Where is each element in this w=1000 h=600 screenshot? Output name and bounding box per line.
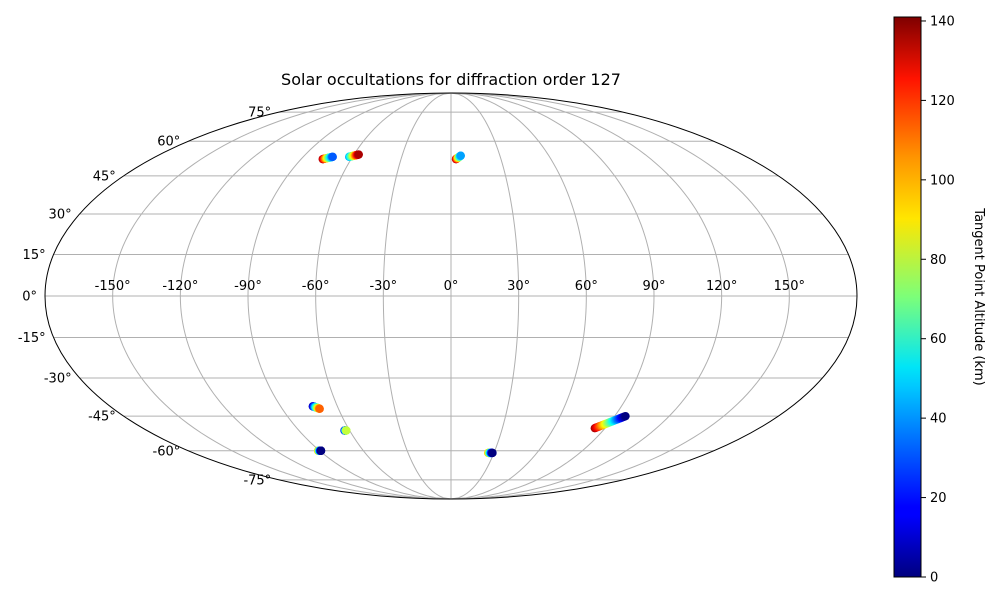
occultation-point bbox=[315, 404, 324, 413]
latitude-tick-label: -60° bbox=[153, 444, 181, 459]
longitude-gridline bbox=[382, 93, 452, 499]
latitude-tick-label: 60° bbox=[157, 135, 180, 150]
colorbar: 0 20 40 60 80 100 120 140 Tangent Point Altitud… bbox=[893, 14, 986, 586]
longitude-tick-label: 0° bbox=[444, 279, 459, 294]
latitude-tick-label: 0° bbox=[22, 290, 37, 305]
occultation-point bbox=[342, 426, 351, 435]
longitude-tick-label: -120° bbox=[162, 279, 198, 294]
latitude-tick-label: -30° bbox=[44, 372, 72, 387]
occultation-point bbox=[488, 448, 497, 458]
chart-title: Solar occultations for diffraction order… bbox=[281, 70, 621, 89]
colorbar-tick-label: 60 bbox=[930, 332, 947, 347]
latitude-tick-labels: 75° 60° 45° 30° 15° 0° -15° -30° -45° -60° -75° bbox=[18, 106, 271, 489]
longitude-gridline bbox=[112, 93, 452, 499]
occultation-track bbox=[308, 402, 324, 413]
longitude-tick-label: -150° bbox=[95, 279, 131, 294]
occultation-track bbox=[344, 150, 363, 162]
longitude-gridline bbox=[450, 93, 790, 499]
colorbar-tick-label: 80 bbox=[930, 253, 947, 268]
colorbar-tick-label: 40 bbox=[930, 412, 947, 427]
longitude-tick-label: -60° bbox=[302, 279, 330, 294]
latitude-tick-label: 45° bbox=[93, 169, 116, 184]
occultation-point bbox=[354, 150, 363, 159]
occultation-track bbox=[313, 446, 326, 455]
latitude-tick-label: -15° bbox=[18, 331, 46, 346]
longitude-gridline bbox=[179, 93, 452, 499]
occultation-track bbox=[451, 151, 465, 164]
occultation-point bbox=[621, 411, 630, 421]
longitude-tick-label: 60° bbox=[575, 279, 598, 294]
longitude-gridline bbox=[450, 93, 655, 499]
colorbar-gradient bbox=[893, 16, 922, 578]
longitude-tick-label: 120° bbox=[706, 279, 737, 294]
occultation-point bbox=[328, 152, 337, 162]
longitude-tick-label: -90° bbox=[234, 279, 262, 294]
latitude-tick-label: -75° bbox=[243, 473, 271, 488]
longitude-gridline bbox=[450, 93, 723, 499]
occultation-point bbox=[316, 446, 326, 455]
occultation-track bbox=[484, 448, 497, 458]
occultation-track bbox=[318, 152, 337, 164]
colorbar-tick-label: 20 bbox=[930, 491, 947, 506]
latitude-tick-label: 30° bbox=[49, 207, 72, 222]
longitude-tick-label: 150° bbox=[774, 279, 805, 294]
longitude-tick-label: 90° bbox=[642, 279, 665, 294]
longitude-tick-labels: -150° -120° -90° -60° -30° 0° 30° 60° 90° 120° 150… bbox=[95, 279, 805, 294]
latitude-tick-label: 75° bbox=[248, 106, 271, 121]
longitude-tick-label: -30° bbox=[369, 279, 397, 294]
colorbar-tick-label: 120 bbox=[930, 94, 955, 109]
latitude-tick-label: -45° bbox=[88, 410, 116, 425]
colorbar-tick-label: 100 bbox=[930, 173, 955, 188]
longitude-gridline bbox=[315, 93, 452, 499]
colorbar-label: Tangent Point Altitude (km) bbox=[971, 207, 986, 385]
occultation-track bbox=[340, 426, 351, 435]
map-plot: -150° -120° -90° -60° -30° 0° 30° 60° 90° 120° 150… bbox=[18, 92, 858, 500]
occultation-point bbox=[456, 151, 465, 160]
occultation-points bbox=[308, 150, 630, 458]
graticule bbox=[45, 93, 857, 499]
colorbar-tick-label: 0 bbox=[930, 571, 938, 586]
longitude-gridline bbox=[450, 93, 587, 499]
latitude-tick-label: 15° bbox=[23, 248, 46, 263]
longitude-tick-label: 30° bbox=[507, 279, 530, 294]
occultation-track bbox=[590, 411, 630, 433]
colorbar-ticks: 0 20 40 60 80 100 120 140 bbox=[921, 14, 955, 586]
map-outline bbox=[44, 92, 858, 500]
colorbar-tick-label: 140 bbox=[930, 14, 955, 29]
